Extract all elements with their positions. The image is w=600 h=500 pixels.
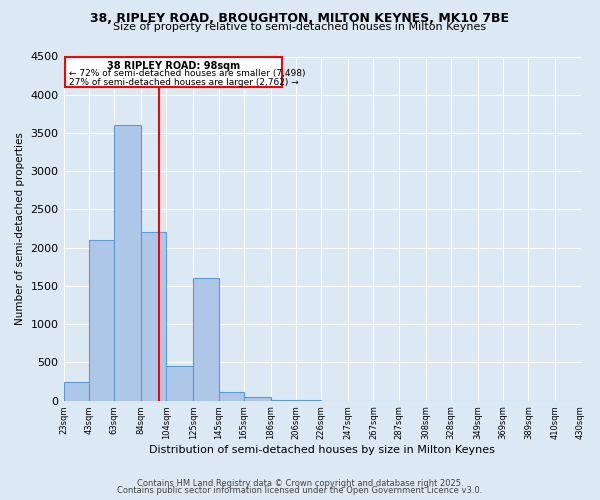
Text: Contains public sector information licensed under the Open Government Licence v3: Contains public sector information licen… [118, 486, 482, 495]
Text: ← 72% of semi-detached houses are smaller (7,498): ← 72% of semi-detached houses are smalle… [68, 69, 305, 78]
Bar [166, 366, 193, 400]
Bar [115, 126, 141, 400]
Bar [218, 392, 244, 400]
Text: 38, RIPLEY ROAD, BROUGHTON, MILTON KEYNES, MK10 7BE: 38, RIPLEY ROAD, BROUGHTON, MILTON KEYNE… [91, 12, 509, 26]
FancyBboxPatch shape [65, 58, 282, 87]
Text: 38 RIPLEY ROAD: 98sqm: 38 RIPLEY ROAD: 98sqm [107, 62, 240, 72]
Text: 27% of semi-detached houses are larger (2,762) →: 27% of semi-detached houses are larger (… [68, 78, 298, 86]
Bar [64, 382, 89, 400]
Bar [89, 240, 115, 400]
Text: Contains HM Land Registry data © Crown copyright and database right 2025.: Contains HM Land Registry data © Crown c… [137, 478, 463, 488]
Y-axis label: Number of semi-detached properties: Number of semi-detached properties [15, 132, 25, 325]
Bar [141, 232, 166, 400]
X-axis label: Distribution of semi-detached houses by size in Milton Keynes: Distribution of semi-detached houses by … [149, 445, 495, 455]
Text: Size of property relative to semi-detached houses in Milton Keynes: Size of property relative to semi-detach… [113, 22, 487, 32]
Bar [193, 278, 218, 400]
Bar [244, 397, 271, 400]
